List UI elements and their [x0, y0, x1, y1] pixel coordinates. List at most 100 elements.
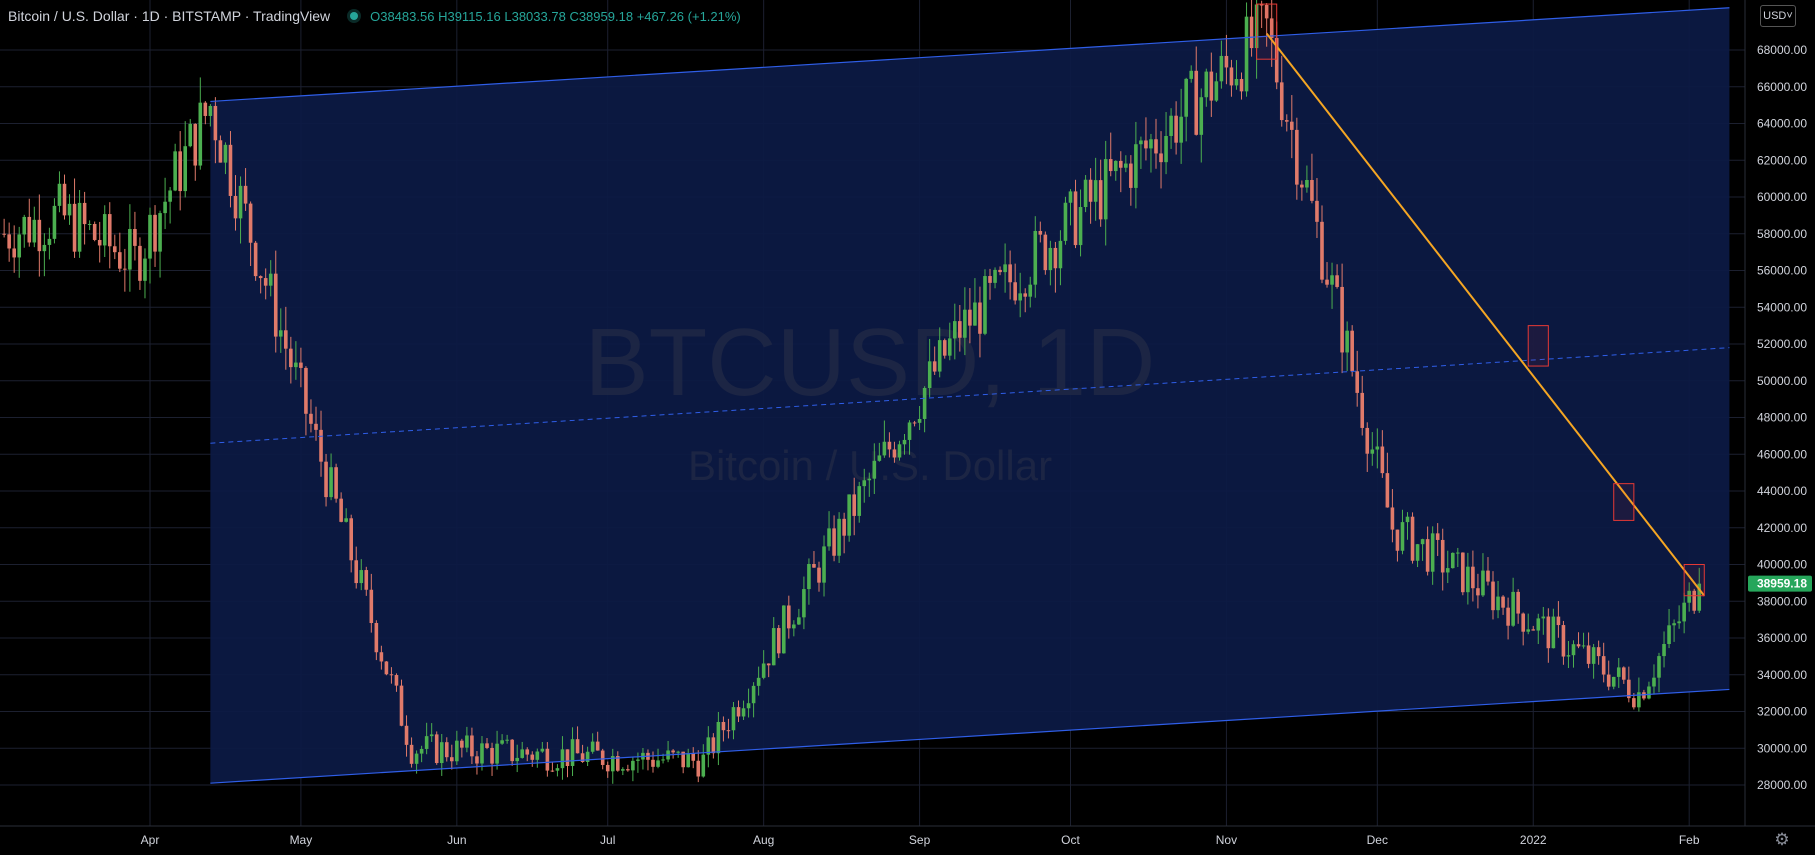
- candle-body: [988, 276, 992, 283]
- candle-body: [1445, 568, 1450, 573]
- high-value: H39115.16: [438, 8, 501, 24]
- candle-body: [1249, 16, 1254, 49]
- candle-body: [721, 721, 726, 731]
- symbol-title[interactable]: Bitcoin / U.S. Dollar · 1D · BITSTAMP · …: [8, 8, 331, 24]
- time-axis[interactable]: Apr May Jun Jul Aug Sep Oct Nov Dec 2022 Feb: [141, 833, 1700, 847]
- channel-mid-line: [210, 347, 1730, 444]
- candle-body: [465, 735, 469, 748]
- candle-body: [1466, 566, 1470, 593]
- candle-body: [278, 330, 283, 337]
- price-tick-label: 58000.00: [1757, 227, 1807, 241]
- candle-body: [364, 570, 369, 590]
- candle-body: [973, 302, 977, 326]
- candle-body: [676, 751, 680, 753]
- candle-body: [294, 362, 298, 368]
- candle-body: [1637, 692, 1641, 708]
- candle-body: [1295, 129, 1299, 185]
- candle-body: [1621, 667, 1626, 680]
- channel-upper-line: [210, 7, 1730, 103]
- touch-box: [1256, 3, 1278, 60]
- close-value: C38959.18: [569, 8, 634, 24]
- candle-body: [92, 223, 97, 240]
- candle-body: [1632, 698, 1636, 708]
- channel-lower-line: [210, 688, 1730, 784]
- market-status-dot: [350, 12, 359, 20]
- gear-icon[interactable]: ⚙: [1774, 830, 1790, 849]
- candle-body: [1174, 115, 1178, 143]
- candle-body: [1335, 275, 1339, 287]
- time-tick-label: Jul: [600, 833, 615, 847]
- candle-body: [258, 276, 263, 279]
- candle-body: [1098, 180, 1103, 220]
- candle-body: [1672, 623, 1676, 626]
- candle-body: [937, 340, 942, 372]
- candle-body: [495, 743, 499, 764]
- price-tick-label: 38000.00: [1757, 594, 1807, 608]
- candle-body: [1647, 686, 1651, 699]
- candle-body: [47, 238, 52, 245]
- price-tick-label: 46000.00: [1757, 447, 1807, 461]
- watermark-title: BTCUSD, 1D: [585, 309, 1156, 416]
- price-tick-label: 52000.00: [1757, 337, 1807, 351]
- currency-button[interactable]: USD˅: [1760, 5, 1796, 27]
- candle-body: [52, 205, 57, 239]
- candle-body: [1486, 570, 1490, 582]
- descending-trendline: [1265, 32, 1706, 597]
- candle-body: [349, 518, 353, 561]
- last-price-marker: 38959.18: [1748, 575, 1812, 592]
- candle-body: [1003, 264, 1007, 273]
- candle-body: [17, 234, 22, 258]
- candle-body: [1561, 625, 1566, 657]
- candle-body: [1058, 240, 1063, 269]
- price-tick-label: 32000.00: [1757, 705, 1807, 719]
- candle-body: [1300, 184, 1304, 188]
- price-tick-label: 48000.00: [1757, 411, 1807, 425]
- candle-body: [1375, 446, 1380, 450]
- time-tick-label: Oct: [1061, 833, 1080, 847]
- candle-body: [193, 123, 198, 166]
- candle-body: [1581, 645, 1586, 647]
- candle-body: [57, 183, 62, 206]
- candle-body: [1370, 449, 1375, 454]
- candle-body: [299, 362, 303, 368]
- candle-body: [112, 246, 117, 253]
- candle-body: [1320, 221, 1324, 280]
- candle-body: [213, 105, 218, 141]
- candle-body: [1541, 616, 1546, 619]
- candle-body: [1627, 679, 1631, 699]
- candle-body: [284, 330, 288, 349]
- candle-body: [399, 685, 404, 726]
- candle-body: [525, 749, 530, 755]
- candle-body: [1546, 616, 1551, 649]
- candle-body: [1591, 647, 1596, 664]
- price-axis[interactable]: 28000.00 30000.00 32000.00 34000.00 36000.00…: [1757, 43, 1807, 792]
- candle-body: [631, 760, 635, 771]
- candle-body: [636, 759, 640, 761]
- candle-body: [761, 663, 766, 678]
- candle-body: [953, 321, 957, 339]
- candle-body: [1355, 371, 1359, 393]
- price-tick-label: 36000.00: [1757, 631, 1807, 645]
- drawings[interactable]: [210, 3, 1730, 784]
- price-tick-label: 50000.00: [1757, 374, 1807, 388]
- candle-body: [1279, 82, 1284, 121]
- candle-body: [802, 589, 806, 618]
- candle-body: [1169, 115, 1173, 136]
- candle-body: [1199, 97, 1204, 135]
- candle-body: [173, 151, 177, 191]
- candle-body: [897, 444, 902, 458]
- candle-body: [1204, 71, 1209, 98]
- candle-body: [1450, 552, 1455, 569]
- candle-body: [827, 528, 831, 547]
- candle-body: [485, 743, 489, 748]
- channel-fill: [210, 7, 1730, 784]
- candles: [2, 0, 1702, 784]
- time-tick-label: 2022: [1520, 833, 1547, 847]
- candle-body: [968, 309, 972, 326]
- candle-body: [1526, 629, 1531, 632]
- candle-body: [118, 252, 122, 269]
- candle-body: [1269, 18, 1274, 39]
- candle-body: [1018, 293, 1022, 301]
- candle-body: [228, 144, 233, 196]
